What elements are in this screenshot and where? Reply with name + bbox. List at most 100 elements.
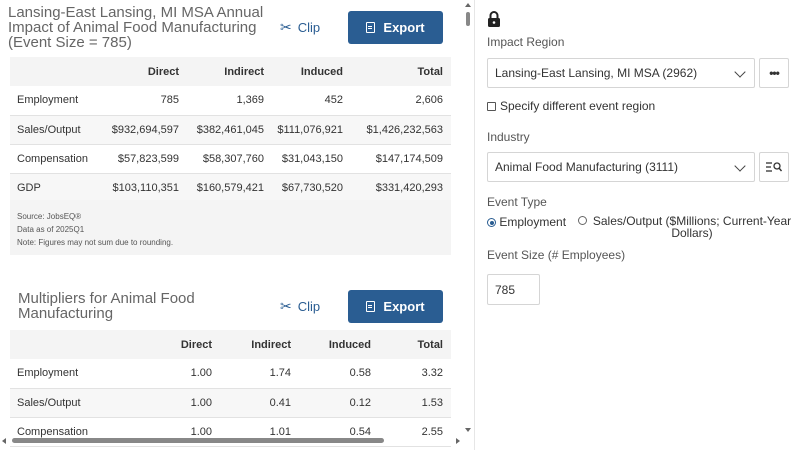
impact-export-button[interactable]: Export	[348, 11, 443, 44]
industry-search-button[interactable]	[759, 152, 789, 182]
table-cell: $58,307,760	[187, 144, 272, 174]
sales-radio[interactable]	[578, 216, 587, 225]
list-search-icon	[766, 162, 782, 172]
row-label: Sales/Output	[10, 388, 110, 418]
impact-title: Lansing-East Lansing, MI MSA Annual Impa…	[8, 4, 264, 51]
results-pane: Lansing-East Lansing, MI MSA Annual Impa…	[0, 4, 463, 447]
table-cell: 0.41	[220, 388, 299, 418]
vertical-scrollbar[interactable]	[463, 0, 473, 450]
multipliers-export-button[interactable]: Export	[348, 290, 443, 323]
table-row: Employment 1.00 1.74 0.58 3.32	[10, 359, 451, 389]
scroll-left-arrow[interactable]	[2, 438, 6, 444]
table-cell: 2.55	[379, 417, 451, 447]
export-label: Export	[383, 20, 425, 35]
table-cell: $103,110,351	[102, 173, 187, 203]
column-header	[10, 57, 102, 86]
table-cell: $331,420,293	[351, 173, 451, 203]
lock-icon[interactable]	[487, 10, 501, 28]
vertical-scroll-thumb[interactable]	[466, 12, 470, 26]
rounding-note: Note: Figures may not sum due to roundin…	[17, 238, 174, 247]
chevron-down-icon	[734, 66, 746, 78]
more-icon: •••	[769, 66, 780, 80]
table-cell: 1.00	[110, 359, 220, 389]
chevron-down-icon	[734, 160, 746, 172]
impact-region-value: Lansing-East Lansing, MI MSA (2962)	[495, 66, 698, 80]
multipliers-clip-button[interactable]: ✂ Clip	[280, 298, 320, 315]
table-cell: 3.32	[379, 359, 451, 389]
scissors-icon: ✂	[280, 19, 292, 35]
table-cell: $1,426,232,563	[351, 115, 451, 145]
scroll-right-arrow[interactable]	[456, 438, 460, 444]
table-row: Compensation $57,823,599 $58,307,760 $31…	[10, 144, 451, 174]
horizontal-scrollbar[interactable]	[0, 436, 463, 446]
document-icon	[366, 301, 376, 312]
specify-region-checkbox[interactable]	[487, 101, 496, 111]
table-cell: $147,174,509	[351, 144, 451, 174]
settings-panel: Impact Region Lansing-East Lansing, MI M…	[475, 0, 800, 450]
table-cell: $31,043,150	[272, 144, 351, 174]
specify-region-label: Specify different event region	[500, 99, 656, 113]
column-header: Indirect	[220, 330, 299, 359]
impact-region-label: Impact Region	[487, 35, 565, 49]
row-label: Employment	[10, 359, 110, 389]
table-header-row: Direct Indirect Induced Total	[10, 57, 451, 86]
event-type-sales[interactable]: Sales/Output ($Millions; Current-Year Do…	[578, 215, 793, 239]
row-label: Employment	[10, 86, 102, 116]
event-size-label: Event Size (# Employees)	[487, 248, 626, 262]
column-header: Direct	[102, 57, 187, 86]
impact-clip-button[interactable]: ✂ Clip	[280, 19, 320, 36]
table-cell: 2,606	[351, 86, 451, 116]
column-header: Induced	[299, 330, 379, 359]
employment-radio[interactable]	[487, 218, 496, 227]
table-header-row: Direct Indirect Induced Total	[10, 330, 451, 359]
document-icon	[366, 22, 376, 33]
table-row: Sales/Output 1.00 0.41 0.12 1.53	[10, 388, 451, 418]
impact-table: Direct Indirect Induced Total Employment…	[10, 57, 451, 203]
column-header: Induced	[272, 57, 351, 86]
row-label: Compensation	[10, 144, 102, 174]
table-cell: 1.00	[110, 388, 220, 418]
event-size-input[interactable]: 785	[487, 274, 540, 305]
multipliers-table: Direct Indirect Induced Total Employment…	[10, 330, 451, 447]
table-cell: $67,730,520	[272, 173, 351, 203]
table-cell: 452	[272, 86, 351, 116]
industry-value: Animal Food Manufacturing (3111)	[495, 160, 678, 174]
impact-region-select[interactable]: Lansing-East Lansing, MI MSA (2962)	[487, 58, 755, 88]
table-cell: 0.58	[299, 359, 379, 389]
table-cell: 1.74	[220, 359, 299, 389]
table-cell: 1.53	[379, 388, 451, 418]
table-row: Sales/Output $932,694,597 $382,461,045 $…	[10, 115, 451, 145]
sales-radio-label: Sales/Output ($Millions; Current-Year Do…	[592, 214, 792, 240]
industry-select[interactable]: Animal Food Manufacturing (3111)	[487, 152, 755, 182]
multipliers-title: Multipliers for Animal Food Manufacturin…	[18, 290, 195, 322]
table-cell: $382,461,045	[187, 115, 272, 145]
column-header	[10, 330, 110, 359]
row-label: Sales/Output	[10, 115, 102, 145]
specify-region-option[interactable]: Specify different event region	[487, 99, 655, 113]
table-cell: 1,369	[187, 86, 272, 116]
scissors-icon: ✂	[280, 298, 292, 314]
employment-radio-label: Employment	[499, 215, 567, 229]
event-type-employment[interactable]: Employment	[487, 215, 566, 229]
table-cell: 0.12	[299, 388, 379, 418]
horizontal-scroll-thumb[interactable]	[12, 438, 384, 443]
row-label: GDP	[10, 173, 102, 203]
column-header: Total	[379, 330, 451, 359]
table-cell: $57,823,599	[102, 144, 187, 174]
scroll-down-arrow[interactable]	[465, 428, 471, 432]
table-cell: $160,579,421	[187, 173, 272, 203]
column-header: Indirect	[187, 57, 272, 86]
source-note: Source: JobsEQ®	[17, 212, 82, 221]
column-header: Total	[351, 57, 451, 86]
export-label: Export	[383, 299, 425, 314]
table-row: GDP $103,110,351 $160,579,421 $67,730,52…	[10, 173, 451, 203]
data-date-note: Data as of 2025Q1	[17, 225, 85, 234]
scroll-up-arrow[interactable]	[465, 3, 471, 7]
table-notes: Source: JobsEQ® Data as of 2025Q1 Note: …	[10, 200, 451, 255]
column-header: Direct	[110, 330, 220, 359]
industry-label: Industry	[487, 130, 530, 144]
table-cell: $111,076,921	[272, 115, 351, 145]
event-type-label: Event Type	[487, 195, 547, 209]
event-size-value: 785	[495, 283, 516, 297]
more-options-button[interactable]: •••	[759, 58, 789, 88]
